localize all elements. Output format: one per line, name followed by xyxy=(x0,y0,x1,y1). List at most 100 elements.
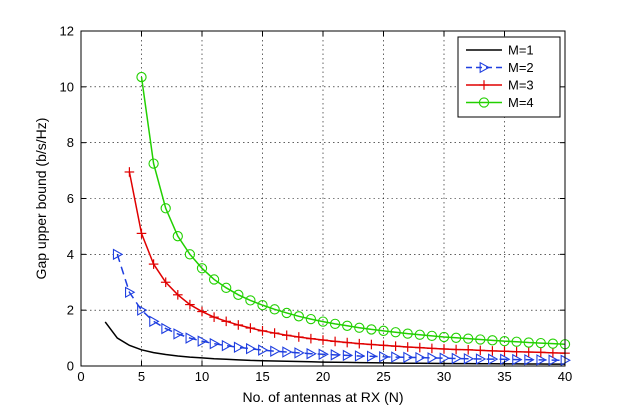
series-m2-point xyxy=(488,353,499,365)
series-m3-point xyxy=(185,299,195,310)
x-tick-label: 10 xyxy=(195,369,209,384)
series-m2-point xyxy=(330,349,342,361)
series-m3-point xyxy=(124,167,135,177)
x-tick-label: 0 xyxy=(77,369,84,384)
series-m3-point xyxy=(245,323,256,333)
series-m4-point xyxy=(475,334,486,345)
series-m4-point xyxy=(523,337,534,348)
series-m2-point xyxy=(306,347,317,360)
series-m2-point xyxy=(258,344,269,356)
series-m3-point xyxy=(160,277,171,288)
series-m4-point xyxy=(378,325,389,336)
y-tick-label: 8 xyxy=(67,135,74,150)
axis-ticks: 0 5 10 15 20 25 30 35 40 0 2 4 6 8 10 12 xyxy=(60,24,573,385)
legend-entry-m1: M=1 xyxy=(466,43,534,58)
series-m4-point xyxy=(160,203,171,214)
legend-entry-m2-label: M=2 xyxy=(508,60,534,75)
series-m2-point xyxy=(403,351,414,364)
series-m4-point xyxy=(511,336,522,347)
series-m2-point xyxy=(427,352,438,364)
series-m2-point xyxy=(512,353,523,366)
series-m4-point xyxy=(305,313,317,325)
series-m2-point xyxy=(475,353,487,365)
x-axis-label: No. of antennas at RX (N) xyxy=(242,389,403,405)
series-m3-point xyxy=(536,347,546,358)
series-m2-point xyxy=(354,350,366,362)
series-m2-point xyxy=(161,322,172,335)
series-m4-point xyxy=(172,231,183,242)
y-axis-label: Gap upper bound (b/s/Hz) xyxy=(33,118,49,280)
series-m4-point xyxy=(269,304,280,315)
series-m4-point xyxy=(342,320,353,331)
series-m3-point xyxy=(330,336,340,347)
series-m3-point xyxy=(269,328,280,338)
series-m2-point xyxy=(209,337,221,350)
series-m2-point xyxy=(233,341,245,354)
series-m3-point xyxy=(548,348,558,358)
series-m3-point xyxy=(221,316,231,327)
y-tick-label: 0 xyxy=(67,359,74,374)
series-m4-point xyxy=(499,336,510,347)
series-m4-point xyxy=(281,307,292,319)
legend-entry-m3-point xyxy=(479,80,489,90)
series-m4-point xyxy=(245,295,256,306)
series-m3-point xyxy=(390,341,401,351)
series-m3-point xyxy=(209,312,219,322)
series-m2-point xyxy=(379,351,390,363)
series-m4-point xyxy=(317,316,329,327)
y-tick-label: 6 xyxy=(67,191,74,206)
legend-entry-m4-label: M=4 xyxy=(508,95,534,110)
series-m4-point xyxy=(221,282,232,293)
series-m4-point xyxy=(487,335,498,346)
series-m3-point xyxy=(378,340,389,351)
series-m4-point xyxy=(414,329,425,340)
series-m3-point xyxy=(318,335,328,345)
series-m4-point xyxy=(438,331,450,343)
legend-entry-m2: M=2 xyxy=(466,60,534,75)
legend-entry-m3: M=3 xyxy=(466,78,534,93)
series-m3-point xyxy=(487,346,498,356)
series-m2-point xyxy=(524,353,535,366)
series-m4-point xyxy=(196,263,208,274)
series-m4-point xyxy=(233,289,244,300)
series-m3-point xyxy=(148,259,159,269)
series-m2-point xyxy=(137,304,148,316)
series-m3-point xyxy=(511,346,522,357)
series-m4-point xyxy=(354,322,365,333)
series-m2-line xyxy=(116,254,566,362)
series-m3-point xyxy=(415,342,425,353)
series-m2-point xyxy=(125,286,136,299)
series-m4-point xyxy=(136,71,147,83)
series-m2-point xyxy=(270,345,281,357)
legend-entry-m3-label: M=3 xyxy=(508,78,534,93)
x-tick-label: 15 xyxy=(255,369,269,384)
series-m3-point xyxy=(136,228,147,239)
x-tick-label: 40 xyxy=(558,369,572,384)
series-m3-point xyxy=(499,346,510,357)
series-m2-point xyxy=(451,352,463,365)
series-m2-point xyxy=(294,347,305,359)
series-m4-point xyxy=(366,324,377,335)
series-m3-point xyxy=(366,339,377,350)
series-m4 xyxy=(136,71,571,350)
series-m3-point xyxy=(402,342,413,352)
legend-entry-m4-point xyxy=(478,97,490,108)
series-m4-point xyxy=(148,158,159,169)
series-m3-point xyxy=(173,290,183,300)
series-m2-point xyxy=(536,354,547,366)
series-m4-point xyxy=(329,318,341,329)
series-m2-point xyxy=(367,350,378,362)
series-m2-point xyxy=(463,353,475,365)
series-m4-point xyxy=(426,330,438,341)
series-m3-point xyxy=(451,344,461,355)
series-m2-point xyxy=(391,351,402,363)
legend: M=1 M=2 M=3 M=4 xyxy=(457,36,561,118)
series-m2-point xyxy=(318,348,329,361)
x-tick-label: 20 xyxy=(316,369,330,384)
series-m4-line xyxy=(140,76,566,345)
y-tick-label: 12 xyxy=(60,24,74,39)
series-m4-point xyxy=(390,327,401,338)
series-m4-point xyxy=(535,337,546,349)
series-m4-point xyxy=(184,249,196,260)
